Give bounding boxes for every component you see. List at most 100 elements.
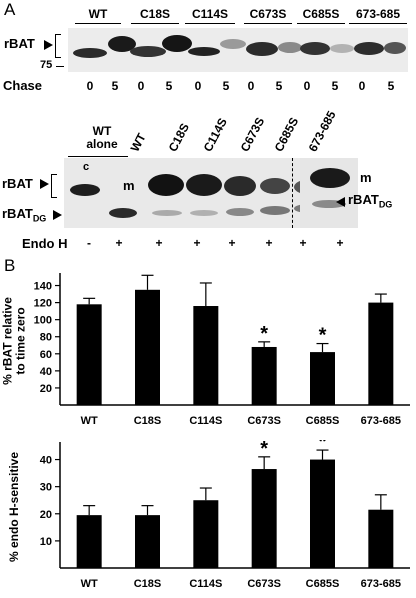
endo-sign: + <box>265 236 273 250</box>
bracket-icon <box>55 34 61 58</box>
bar <box>193 500 219 568</box>
x-tick-label: C685S <box>306 578 340 590</box>
y-tick-label: 20 <box>40 509 52 521</box>
y-tick-label: 40 <box>40 455 52 467</box>
y-tick-label: 120 <box>34 298 52 310</box>
x-tick-label: C18S <box>134 578 162 590</box>
y-tick-label: 60 <box>40 349 52 361</box>
wt-alone-line <box>68 156 128 157</box>
x-tick-label: WT <box>81 415 98 427</box>
y-tick-label: 40 <box>40 366 52 378</box>
chase-value: 0 <box>137 79 145 93</box>
group-header-line <box>244 23 292 24</box>
group-header-c114s: C114S <box>191 7 229 21</box>
group-header-673-685: 673-685 <box>355 7 401 21</box>
chase-value: 0 <box>247 79 255 93</box>
x-tick-label: C114S <box>189 578 222 590</box>
chase-value: 5 <box>111 79 119 93</box>
bottom-blot-image-extra <box>300 158 358 228</box>
y-tick-label: 100 <box>34 315 52 327</box>
group-header-wt: WT <box>88 7 108 21</box>
chart-endo-h-sensitive: 10 20 30 40 % endo H-sensitive WT C18S C114S * C6… <box>7 440 410 590</box>
lane-label-c685s: C685S <box>271 115 302 154</box>
y-axis-label: % rBAT relative <box>1 297 15 385</box>
group-header-line <box>75 23 121 24</box>
group-header-line <box>185 23 235 24</box>
group-header-c673s: C673S <box>249 7 287 21</box>
endo-sign: + <box>228 236 236 250</box>
group-header-line <box>297 23 345 24</box>
y-axis-label: % endo H-sensitive <box>7 452 21 562</box>
x-tick-label: C114S <box>189 415 222 427</box>
bracket-icon <box>51 174 57 198</box>
bar <box>193 306 219 405</box>
endo-sign: + <box>193 236 201 250</box>
y-axis-label: to time zero <box>14 307 28 374</box>
bar <box>368 509 394 568</box>
endo-sign: + <box>336 236 344 250</box>
bar <box>251 346 277 405</box>
significance-marker: * <box>260 440 268 460</box>
lane-label-673-685: 673-685 <box>305 108 339 154</box>
chase-label: Chase <box>3 78 43 93</box>
rbat-dg-label: rBATDG <box>2 206 47 224</box>
panel-a-letter: A <box>4 0 16 19</box>
significance-marker: * <box>319 440 327 453</box>
x-tick-label: 673-685 <box>361 578 401 590</box>
chase-value: 5 <box>331 79 339 93</box>
rbat-label-bottom: rBAT <box>2 176 33 191</box>
band-m-label-right: m <box>360 170 372 185</box>
significance-marker: * <box>260 323 268 345</box>
x-tick-label: C18S <box>134 415 162 427</box>
chase-value: 0 <box>358 79 366 93</box>
bar <box>368 302 394 405</box>
chase-value: 0 <box>303 79 311 93</box>
bar <box>135 515 160 568</box>
bar <box>76 515 102 568</box>
x-tick-label: 673-685 <box>361 415 401 427</box>
wt-alone-label: WT alone <box>86 124 118 151</box>
y-tick-label: 30 <box>40 482 52 494</box>
lane-label-wt: WT <box>127 130 149 154</box>
lane-label-c673s: C673S <box>237 115 268 154</box>
lane-label-c114s: C114S <box>200 115 230 154</box>
rbat-dg-right-arrow-icon <box>336 197 345 207</box>
top-blot-image <box>68 28 408 72</box>
panel-b-letter: B <box>4 256 16 275</box>
rbat-label-top: rBAT <box>4 36 35 51</box>
significance-marker: * <box>319 325 327 347</box>
bar <box>76 304 102 405</box>
y-tick-label: 10 <box>40 536 52 548</box>
group-header-c18s: C18S <box>139 7 171 21</box>
rbat-arrow-icon <box>40 179 49 189</box>
rbat-dg-arrow-icon <box>53 210 62 220</box>
x-tick-label: WT <box>81 578 98 590</box>
endo-sign: - <box>87 236 91 250</box>
y-tick-label: 20 <box>40 383 52 395</box>
group-header-c685s: C685S <box>302 7 340 21</box>
y-tick-label: 80 <box>40 332 52 344</box>
rbat-dg-right-label: rBATDG <box>348 192 393 210</box>
endo-sign: + <box>155 236 163 250</box>
mw-marker-75: 75 <box>40 59 53 71</box>
rbat-arrow-icon <box>44 40 53 50</box>
chase-value: 5 <box>387 79 395 93</box>
endo-sign: + <box>115 236 123 250</box>
bar <box>251 469 277 568</box>
mw-tick <box>56 66 64 67</box>
band-c-label: c <box>83 161 90 173</box>
lane-label-c18s: C18S <box>165 120 193 154</box>
bar <box>310 459 335 568</box>
chase-value: 0 <box>86 79 94 93</box>
chase-value: 5 <box>275 79 283 93</box>
endo-h-label: Endo H <box>22 236 68 251</box>
band-m-label-left: m <box>123 178 135 193</box>
group-header-line <box>131 23 179 24</box>
chase-value: 5 <box>222 79 230 93</box>
x-tick-label: C673S <box>247 578 281 590</box>
chase-value: 5 <box>165 79 173 93</box>
x-tick-label: C685S <box>306 415 340 427</box>
bar <box>310 352 335 405</box>
x-tick-label: C673S <box>247 415 281 427</box>
bar <box>135 289 160 405</box>
